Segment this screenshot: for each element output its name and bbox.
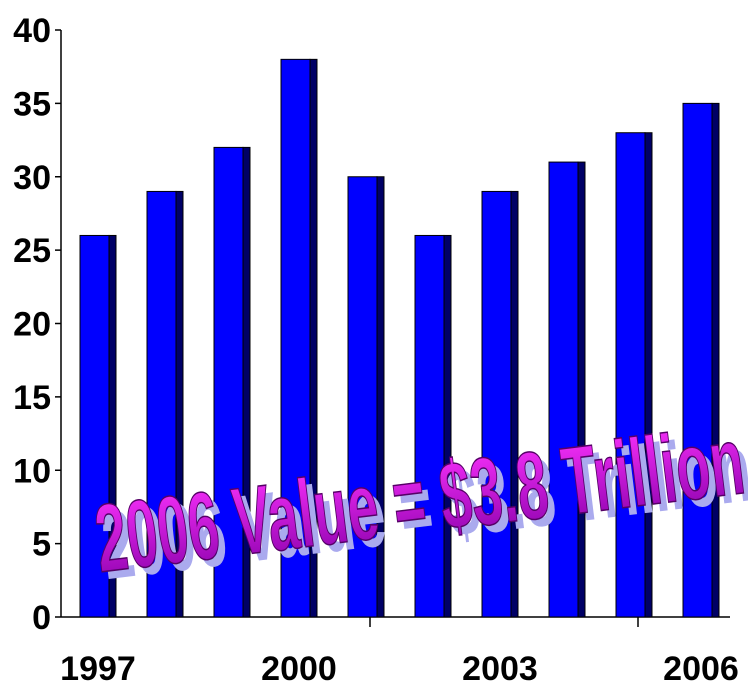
bar-1998	[146, 190, 184, 618]
bar-side	[175, 190, 184, 618]
y-tick-label: 0	[32, 599, 51, 637]
bar-2001	[347, 176, 385, 618]
bar-1997	[79, 234, 117, 618]
x-tick-label: 2003	[462, 650, 538, 688]
x-tick-label: 2006	[663, 650, 739, 688]
bars	[79, 58, 720, 618]
bar-1999	[213, 146, 251, 618]
bar-side	[443, 234, 452, 618]
bar-2004	[548, 161, 586, 618]
bar-side	[644, 132, 653, 618]
y-tick-label: 40	[13, 12, 51, 50]
bar-face	[280, 58, 311, 618]
y-tick-label: 25	[13, 232, 51, 270]
y-tick-label: 15	[13, 379, 51, 417]
bar-side	[309, 58, 318, 618]
y-axis	[55, 29, 62, 618]
bar-side	[242, 146, 251, 618]
bar-2002	[414, 234, 452, 618]
bar-side	[577, 161, 586, 618]
y-tick-label: 30	[13, 159, 51, 197]
x-tick-label: 2000	[261, 650, 337, 688]
bar-side	[108, 234, 117, 618]
bar-2006	[682, 102, 720, 618]
x-axis	[61, 616, 730, 627]
bar-face	[146, 190, 177, 618]
bar-face	[682, 102, 713, 618]
bar-face	[414, 234, 445, 618]
bar-face	[213, 146, 244, 618]
bar-side	[711, 102, 720, 618]
bar-2003	[481, 190, 519, 618]
y-tick-label: 35	[13, 85, 51, 123]
x-tick-label: 1997	[60, 650, 136, 688]
bar-side	[376, 176, 385, 618]
x-axis-tick-labels: 1997 2000 2003 2006	[60, 650, 739, 688]
bar-2000	[280, 58, 318, 618]
bar-face	[481, 190, 512, 618]
y-tick-label: 10	[13, 452, 51, 490]
y-tick-label: 20	[13, 306, 51, 344]
bar-face	[615, 132, 646, 618]
y-axis-tick-labels: 0 5 10 15 20 25 30 35 40	[13, 12, 51, 637]
y-tick-label: 5	[32, 526, 51, 564]
bar-2005	[615, 132, 653, 618]
bar-face	[347, 176, 378, 618]
bar-face	[548, 161, 579, 618]
bar-side	[510, 190, 519, 618]
